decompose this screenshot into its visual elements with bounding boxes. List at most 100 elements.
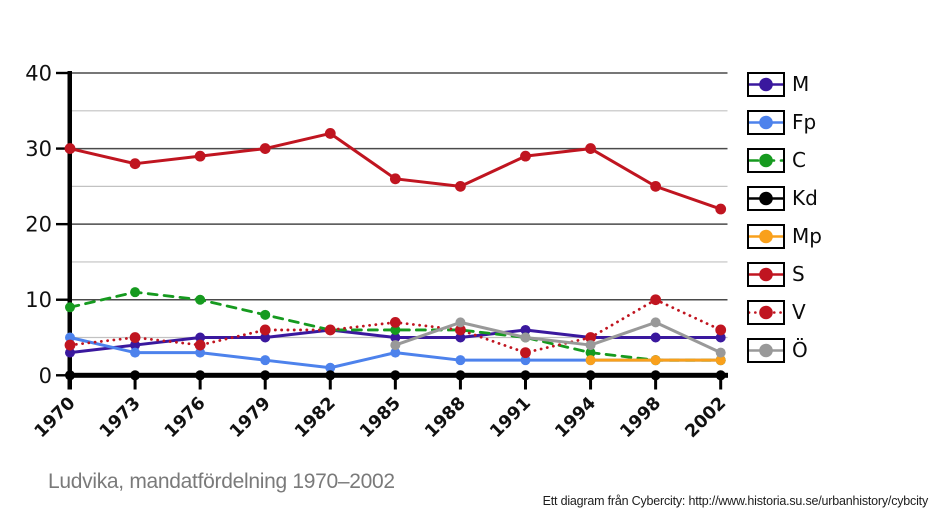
data-point-C-1985 — [390, 324, 401, 335]
data-point-Ö-1988 — [455, 317, 466, 328]
x-tick-label: 1970 — [31, 393, 80, 442]
x-tick-label: 1982 — [291, 393, 340, 442]
legend-label-M: M — [792, 72, 810, 96]
x-tick — [328, 377, 332, 390]
legend-item-S: S — [747, 261, 822, 287]
data-point-Fp-1976 — [195, 347, 206, 358]
legend-swatch-Mp — [747, 223, 785, 249]
legend-swatch-icon-S — [749, 267, 783, 281]
legend-dot-V — [759, 305, 773, 319]
legend-item-C: C — [747, 147, 822, 173]
series-line-S — [68, 131, 723, 211]
y-tick — [56, 298, 68, 301]
legend-dot-M — [759, 77, 773, 91]
data-point-Kd-2002 — [715, 370, 726, 381]
data-point-V-1988 — [455, 324, 466, 336]
x-tick-label: 1988 — [421, 393, 470, 442]
data-point-Fp-1982 — [325, 362, 336, 373]
x-tick — [719, 377, 723, 390]
data-point-M-1985 — [390, 332, 401, 343]
data-point-M-1973 — [130, 340, 141, 351]
legend-swatch-V — [747, 299, 785, 325]
legend-swatch-icon-C — [749, 153, 783, 167]
data-point-C-1994 — [585, 347, 596, 358]
legend-label-Mp: Mp — [792, 224, 822, 248]
series-line-C — [68, 290, 723, 362]
legend-swatch-S — [747, 261, 785, 287]
data-point-S-1985 — [389, 173, 401, 185]
data-point-Mp-1994 — [585, 355, 596, 366]
legend-item-Mp: Mp — [747, 223, 822, 249]
data-point-V-1976 — [194, 339, 206, 351]
data-point-S-1979 — [259, 143, 271, 154]
data-point-S-1998 — [650, 180, 662, 192]
legend-dot-Kd — [759, 191, 773, 205]
x-tick-label: 1979 — [226, 393, 275, 442]
x-tick — [198, 377, 202, 390]
data-point-Kd-1982 — [325, 370, 336, 381]
x-tick — [523, 377, 527, 390]
y-tick — [56, 374, 68, 377]
data-point-M-1970 — [65, 347, 75, 358]
x-tick-label: 1991 — [486, 393, 535, 442]
y-tick — [56, 222, 68, 226]
x-tick-label: 1973 — [96, 393, 145, 442]
legend-label-V: V — [792, 300, 806, 324]
data-point-V-1973 — [129, 332, 141, 343]
x-tick — [654, 377, 658, 390]
data-point-V-1991 — [520, 347, 531, 359]
legend-swatch-icon-M — [749, 77, 783, 91]
legend-item-Kd: Kd — [747, 185, 822, 211]
y-tick-label: 40 — [25, 62, 52, 86]
y-tick — [56, 71, 68, 75]
data-point-Ö-1994 — [585, 340, 596, 351]
data-point-S-1991 — [520, 150, 531, 162]
data-point-S-1976 — [194, 150, 206, 162]
x-tick — [263, 377, 267, 390]
legend-swatch-Ö — [747, 337, 785, 363]
x-tick-label: 1994 — [552, 393, 601, 442]
data-point-V-1985 — [389, 316, 401, 328]
data-point-Ö-1985 — [390, 340, 401, 351]
legend-label-Fp: Fp — [792, 110, 817, 134]
data-point-M-1998 — [650, 332, 661, 343]
legend-label-Kd: Kd — [792, 186, 818, 210]
data-point-V-1994 — [585, 332, 596, 343]
data-point-V-2002 — [715, 324, 727, 336]
legend-label-C: C — [792, 148, 806, 172]
legend-swatch-Fp — [747, 109, 785, 135]
data-point-Kd-1970 — [65, 370, 75, 381]
data-point-M-1988 — [455, 332, 466, 343]
legend-swatch-icon-Mp — [749, 229, 783, 243]
legend-dot-C — [759, 153, 773, 167]
data-point-Kd-1998 — [650, 370, 661, 381]
data-point-S-1970 — [64, 143, 76, 154]
data-point-Kd-1973 — [130, 370, 141, 381]
legend-dot-Ö — [759, 343, 773, 357]
data-point-C-1976 — [195, 294, 206, 305]
data-point-Ö-1998 — [650, 317, 661, 328]
data-point-Fp-1970 — [65, 332, 75, 343]
data-point-Fp-1988 — [455, 355, 466, 366]
legend-item-Fp: Fp — [747, 109, 822, 135]
legend-dot-S — [759, 267, 773, 281]
data-point-C-1973 — [130, 287, 141, 298]
data-point-Kd-1994 — [585, 370, 596, 381]
data-point-Ö-2002 — [715, 347, 726, 358]
credit-text: Ett diagram från Cybercity: http://www.h… — [542, 494, 929, 508]
legend-dot-Mp — [759, 229, 773, 243]
chart-legend: M Fp C Kd Mp S V Ö — [747, 71, 822, 375]
legend-label-Ö: Ö — [792, 338, 808, 362]
legend-swatch-M — [747, 71, 785, 97]
chart-title: Ludvika, mandatfördelning 1970–2002 — [48, 470, 395, 493]
x-tick-label: 1976 — [161, 393, 210, 442]
legend-swatch-icon-Kd — [749, 191, 783, 205]
data-point-Mp-2002 — [715, 355, 726, 366]
data-point-S-1988 — [455, 180, 466, 192]
x-tick — [133, 377, 137, 390]
data-point-C-1979 — [260, 309, 271, 320]
data-point-Fp-1991 — [520, 355, 531, 366]
data-point-V-1982 — [324, 324, 336, 336]
